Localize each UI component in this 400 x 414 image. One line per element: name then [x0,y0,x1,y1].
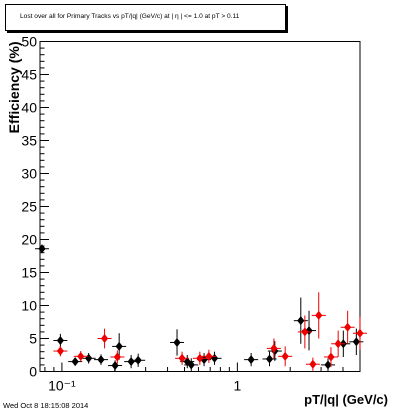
data-point [324,360,332,370]
data-point [344,322,352,332]
data-point [38,244,46,254]
data-point [56,346,64,356]
data-point [301,327,309,337]
data-point [270,343,278,353]
data-point [127,357,135,367]
data-point [196,353,204,363]
data-point [297,316,305,326]
y-tick-label: 10 [21,298,37,314]
y-tick-label: 30 [21,166,37,182]
x-axis-title: pT/|q| (GeV/c) [304,392,388,407]
data-marks [35,244,367,372]
y-tick-label: 0 [29,364,37,380]
data-point [71,357,79,367]
data-point [77,351,85,361]
data-point [100,334,109,343]
x-tick-label: 10⁻¹ [48,378,76,394]
y-tick-label: 5 [29,331,37,347]
y-tick-label: 50 [21,34,37,50]
data-point [134,355,142,365]
data-point [173,337,181,347]
data-point [281,351,289,361]
data-point [56,335,64,345]
y-tick-label: 25 [21,199,37,215]
data-point [356,328,364,338]
title-box: Lost over all for Primary Tracks vs pT/|… [5,4,286,31]
y-tick-label: 15 [21,265,37,281]
data-point [113,352,121,362]
data-point [265,354,274,364]
y-tick-label: 40 [21,100,37,116]
data-point [247,355,255,365]
y-axis-title: Efficiency (%) [6,42,22,134]
data-point [334,339,342,349]
data-point [178,353,186,363]
data-point [352,337,360,347]
data-point [210,353,219,363]
data-point [315,310,323,320]
plot-frame [39,41,361,372]
axes: 0 5 10 15 20 25 30 35 40 45 50 10⁻¹ 1 [21,34,361,394]
data-point [111,361,119,371]
y-tick-label: 20 [21,232,37,248]
data-point [327,352,335,362]
data-point [309,359,317,369]
data-point [305,326,313,336]
x-tick-label: 1 [233,378,241,394]
data-point [187,360,195,370]
footer-timestamp: Wed Oct 8 18:15:08 2014 [3,401,89,410]
chart-title: Lost over all for Primary Tracks vs pT/|… [20,13,240,20]
y-tick-label: 45 [21,67,37,83]
data-point [97,355,105,365]
data-point [205,351,213,361]
y-tick-label: 35 [21,133,37,149]
data-point [115,341,123,351]
data-point [85,353,93,363]
